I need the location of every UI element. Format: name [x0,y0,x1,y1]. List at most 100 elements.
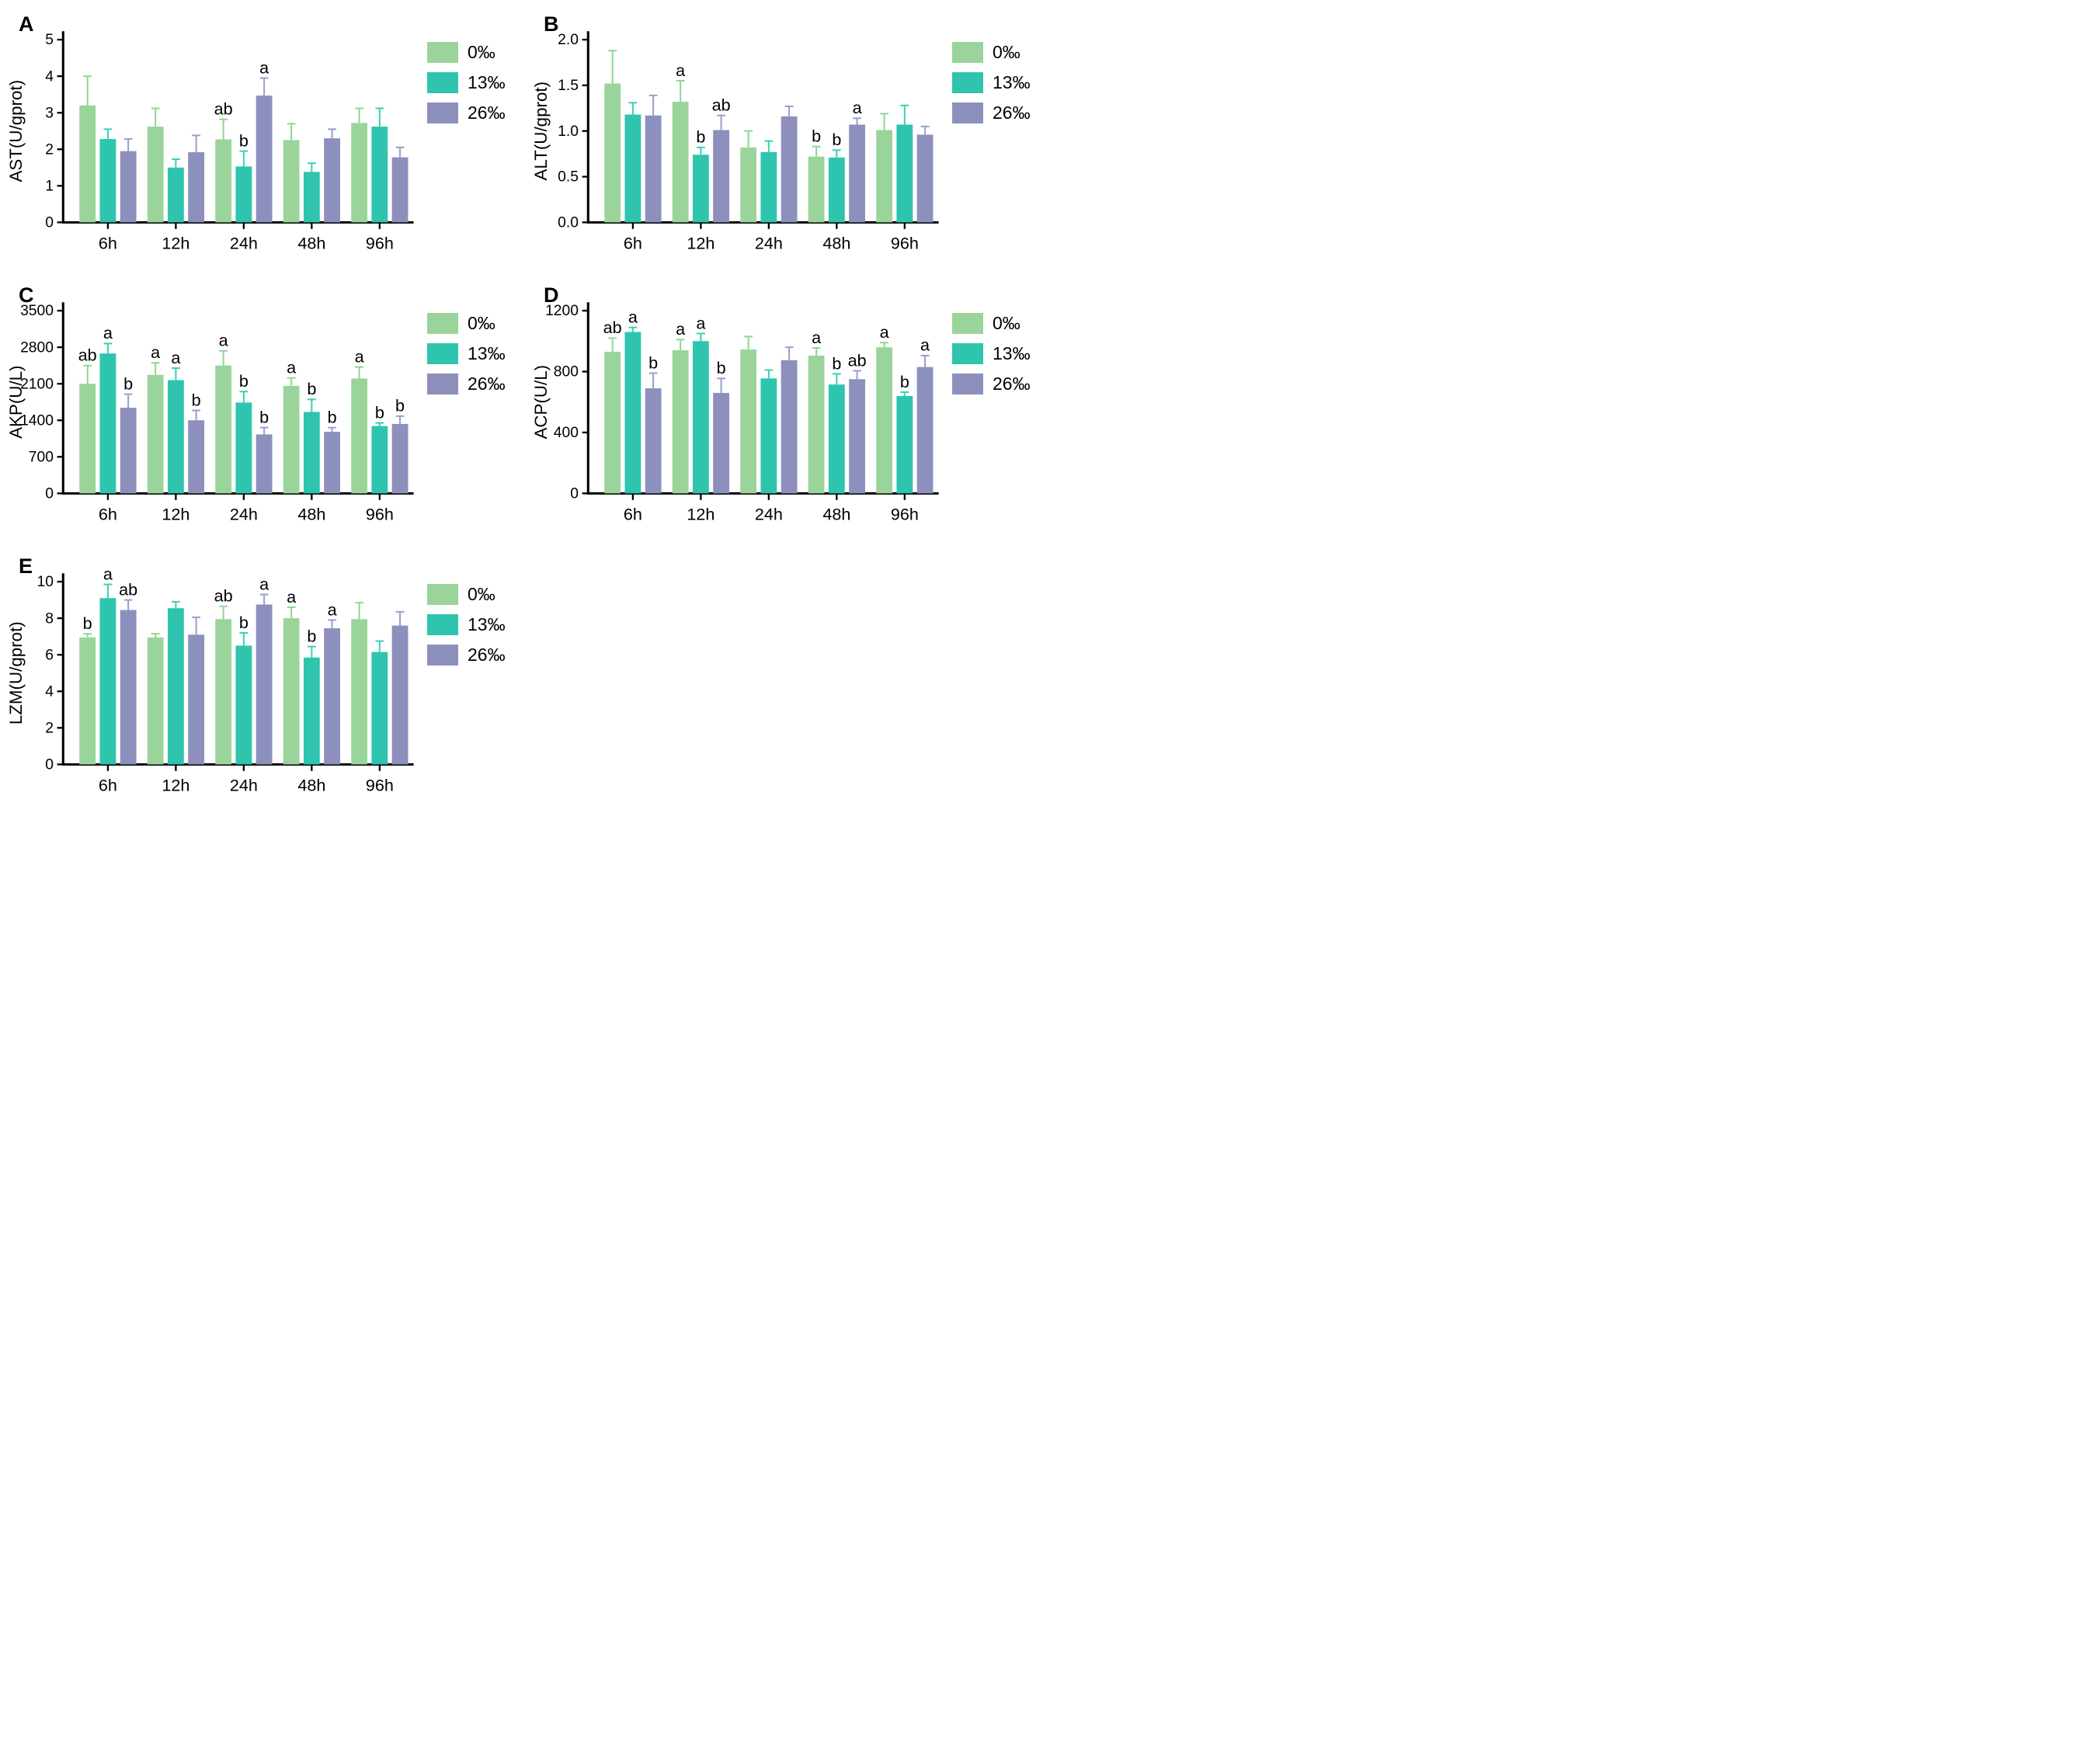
sig-letter: a [287,587,297,606]
x-tick-label: 48h [297,233,325,252]
x-tick-label: 48h [297,504,325,523]
bar [324,432,340,494]
bar [79,384,96,494]
legend-swatch [427,42,458,63]
sig-letter: a [103,323,113,342]
x-tick-label: 96h [366,775,394,794]
y-tick-label: 0 [45,486,54,502]
bar [215,365,232,494]
bar [167,608,184,765]
sig-letter: b [307,626,316,645]
bar [713,392,730,494]
y-tick-label: 2 [45,141,54,158]
legend-label: 13‰ [993,72,1031,92]
y-tick-label: 1400 [20,412,54,429]
bar [303,657,320,765]
x-tick-label: 24h [755,233,783,252]
sig-letter: ab [214,99,233,118]
sig-letter: a [287,358,297,377]
bar [849,124,865,223]
legend: 0‰ 13‰ 26‰ [427,584,506,666]
legend-label: 26‰ [468,645,506,665]
x-tick-label: 6h [99,775,117,794]
bar [672,102,689,223]
legend-label: 0‰ [468,584,495,604]
bar [624,114,641,223]
sig-letter: a [696,313,706,332]
legend-swatch [952,313,983,334]
panel-label: B [544,12,559,36]
y-tick-label: 1 [45,178,54,194]
y-tick-label: 2100 [20,376,54,392]
sig-letter: a [328,599,338,619]
bar [99,598,116,765]
sig-letter: a [171,348,181,367]
y-axis-title: AKP(U/L) [6,365,26,438]
x-tick-label: 12h [162,504,189,523]
sig-letter: ab [848,350,867,370]
x-tick-label: 48h [822,504,850,523]
legend-item: 26‰ [427,103,506,123]
bar [167,380,184,494]
bar [120,610,137,765]
bar [371,652,388,765]
legend-label: 26‰ [993,103,1031,123]
sig-letter: b [239,613,249,632]
bar [120,408,137,494]
bar [256,96,273,223]
sig-letter: a [219,331,229,350]
x-tick-label: 96h [891,504,919,523]
legend-item: 26‰ [427,374,506,394]
x-tick-label: 48h [822,233,850,252]
sig-letter: a [355,347,365,367]
bar [99,353,116,494]
bar [781,116,798,223]
bar [147,637,164,765]
y-tick-label: 4 [45,68,54,85]
x-tick-label: 12h [162,233,189,252]
legend: 0‰ 13‰ 26‰ [952,42,1031,123]
bar [351,378,368,494]
legend-item: 13‰ [952,343,1031,364]
legend-label: 13‰ [468,614,506,634]
y-axis-title: ACP(U/L) [531,365,551,440]
sig-letter: a [676,319,686,339]
sig-letter: b [900,372,909,391]
legend-item: 13‰ [427,343,506,364]
sig-letter: ab [712,96,731,115]
y-tick-label: 700 [29,449,54,465]
sig-letter: ab [119,579,137,599]
panel-E: E 0 2 4 6 8 10 LZM(U/gprot) b a ab 6h 12h ab b a 24h a b a… [6,553,531,798]
bar [256,604,273,765]
y-tick-label: 2 [45,720,54,736]
y-tick-label: 3500 [20,303,54,319]
sig-letter: ab [214,586,233,606]
y-tick-label: 8 [45,610,54,627]
y-tick-label: 0 [45,215,54,231]
y-tick-label: 400 [554,425,579,441]
bar [876,130,893,223]
sig-letter: ab [78,345,97,364]
legend-item: 13‰ [427,614,506,635]
bar [808,156,825,223]
sig-letter: a [920,335,930,355]
sig-letter: b [717,358,726,377]
sig-letter: b [83,613,92,633]
sig-letter: a [628,307,638,326]
sig-letter: b [123,374,133,393]
sig-letter: b [648,353,658,372]
legend-label: 0‰ [468,42,495,62]
panel-label: D [544,283,559,307]
sig-letter: b [832,130,841,149]
legend-label: 13‰ [468,72,506,92]
bar [760,378,777,494]
bar [283,385,300,494]
legend-item: 0‰ [427,42,506,63]
x-tick-label: 6h [624,504,642,523]
bar [147,127,164,223]
legend-swatch [427,584,458,605]
x-tick-label: 24h [230,233,258,252]
sig-letter: a [812,328,822,347]
